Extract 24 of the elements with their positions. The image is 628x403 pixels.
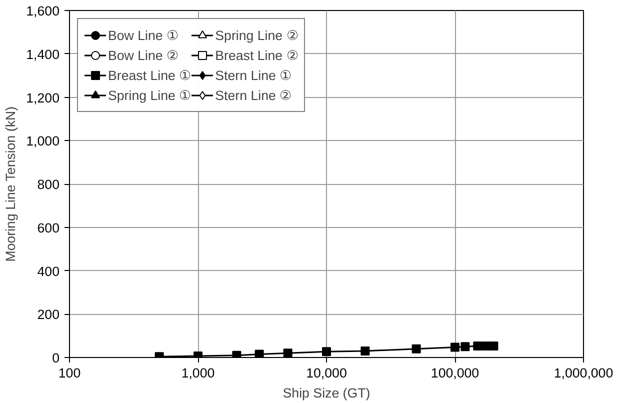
y-tick-label: 200 — [37, 307, 60, 322]
y-tick-label: 1,400 — [26, 46, 60, 62]
legend-label: Breast Line ② — [215, 48, 298, 62]
x-tick-label: 1,000 — [181, 366, 215, 380]
legend-label: Stern Line ② — [215, 88, 292, 102]
y-tick-label: 800 — [37, 177, 60, 192]
x-tick-label: 10,000 — [306, 366, 347, 380]
legend-label: Breast Line ① — [108, 68, 192, 82]
y-axis-title: Mooring Line Tension (kN) — [3, 106, 18, 262]
legend-label: Spring Line ① — [108, 88, 192, 102]
y-tick-label: 400 — [37, 264, 60, 279]
y-tick-label: 1,200 — [26, 90, 60, 106]
y-tick-label: 1,600 — [26, 4, 60, 18]
x-tick-label: 1,000,000 — [554, 366, 614, 380]
x-axis-title: Ship Size (GT) — [282, 386, 370, 400]
legend-label: Bow Line ② — [108, 48, 179, 62]
x-tick-label: 100,000 — [430, 366, 480, 380]
y-tick-label: 1,000 — [26, 134, 60, 149]
y-tick-label: 600 — [37, 220, 60, 236]
y-tick-label: 0 — [52, 350, 60, 366]
legend-label: Bow Line ① — [108, 28, 179, 42]
legend-label: Spring Line ② — [215, 28, 298, 42]
x-tick-label: 100 — [58, 366, 81, 380]
legend-label: Stern Line ① — [215, 68, 292, 82]
